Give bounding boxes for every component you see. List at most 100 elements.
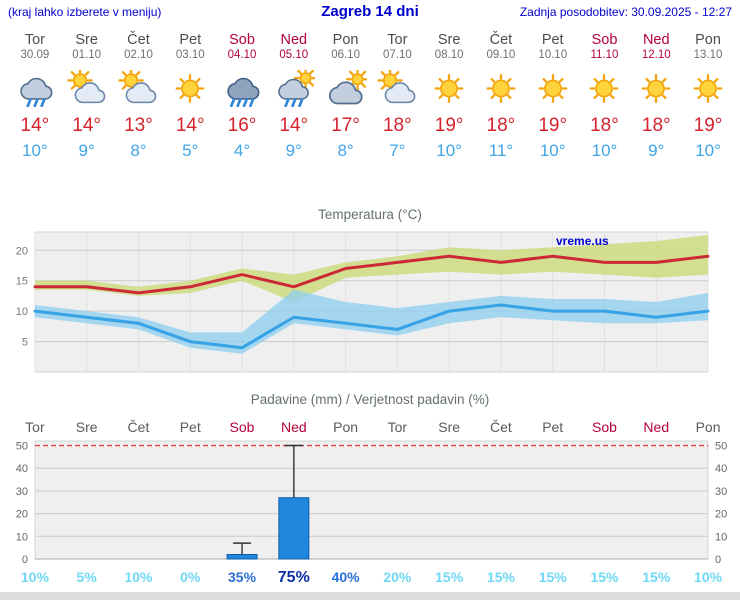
day-name: Pon — [695, 32, 721, 48]
low-temp: 9° — [648, 141, 665, 160]
precip-day-label: Tor — [387, 419, 408, 435]
svg-text:30: 30 — [715, 486, 727, 498]
svg-text:15: 15 — [16, 276, 28, 288]
day-column[interactable]: Sob 04.10 16° 4° — [216, 32, 268, 161]
high-temp: 13° — [124, 115, 153, 136]
low-temp: 9° — [78, 141, 95, 160]
precip-probability: 15% — [642, 569, 671, 585]
precip-day-label: Pet — [179, 419, 201, 435]
svg-text:10: 10 — [16, 306, 28, 318]
precip-day-label: Sob — [592, 419, 617, 435]
low-temp: 5° — [182, 141, 199, 160]
svg-text:40: 40 — [16, 463, 28, 475]
day-column[interactable]: Pon 13.10 19° 10° — [682, 32, 734, 161]
last-updated: Zadnja posodobitev: 30.09.2025 - 12:27 — [519, 5, 732, 19]
precip-day-label: Sob — [229, 419, 255, 435]
day-date: 12.10 — [641, 49, 671, 61]
temperature-chart: 5 10 15 20 vreme.us — [16, 231, 710, 373]
precip-day-label: Sre — [438, 419, 461, 435]
svg-text:30: 30 — [16, 486, 28, 498]
day-date: 06.10 — [331, 49, 360, 61]
low-temp: 10° — [22, 141, 48, 160]
day-name: Čet — [127, 32, 150, 48]
precip-probability: 75% — [277, 569, 310, 586]
day-name: Ned — [280, 32, 308, 48]
precip-probability: 35% — [228, 569, 257, 585]
cloud-rain-icon — [9, 70, 61, 108]
sunny-icon — [527, 70, 579, 108]
high-temp: 19° — [538, 115, 568, 136]
day-column[interactable]: Ned 05.10 14° 9° — [268, 32, 320, 161]
low-temp: 10° — [695, 141, 721, 160]
precip-probability: 10% — [694, 569, 723, 585]
header: (kraj lahko izberete v meniju) Zagreb 14… — [0, 0, 740, 24]
svg-text:0: 0 — [22, 554, 28, 566]
precip-probability: 15% — [590, 569, 619, 585]
svg-text:10: 10 — [715, 531, 727, 543]
high-temp: 16° — [227, 115, 257, 136]
high-temp: 18° — [486, 115, 516, 136]
high-temp: 18° — [382, 115, 412, 136]
svg-text:40: 40 — [715, 463, 727, 475]
low-temp: 10° — [591, 141, 618, 160]
precip-day-label: Ned — [280, 419, 307, 435]
low-temp: 4° — [233, 141, 251, 160]
high-temp: 19° — [434, 115, 464, 136]
precip-day-label: Čet — [127, 419, 150, 435]
precip-probability-row: 10% 5% 10% 0% 35% 75% 40% 20% 15% 15% 15% 15% 15% 10% — [0, 569, 740, 587]
high-temp: 14° — [175, 115, 205, 136]
day-column[interactable]: Čet 09.10 18° 11° — [475, 32, 527, 161]
high-temp: 14° — [279, 115, 309, 136]
day-column[interactable]: Sob 11.10 18° 10° — [579, 32, 631, 161]
location-menu-hint[interactable]: (kraj lahko izberete v meniju) — [8, 5, 162, 19]
sun-cloud-icon — [371, 67, 423, 108]
day-name: Pet — [179, 32, 202, 48]
sunny-icon — [164, 70, 216, 108]
footer-bar — [0, 592, 740, 600]
page-title: Zagreb 14 dni — [321, 3, 419, 20]
low-temp: 9° — [285, 141, 302, 160]
day-column[interactable]: Čet 02.10 13° 8° — [113, 32, 165, 161]
day-date: 04.10 — [227, 49, 257, 61]
svg-text:5: 5 — [22, 337, 28, 349]
sunny-icon — [475, 70, 527, 108]
svg-text:20: 20 — [715, 509, 727, 521]
precip-probability: 10% — [20, 569, 49, 585]
day-column[interactable]: Sre 01.10 14° 9° — [61, 32, 113, 161]
precip-probability: 40% — [331, 569, 360, 585]
day-name: Čet — [489, 32, 513, 48]
watermark-link[interactable]: vreme.us — [556, 234, 609, 248]
day-name: Sre — [437, 32, 461, 48]
day-column[interactable]: Pet 03.10 14° 5° — [164, 32, 216, 161]
high-temp: 19° — [693, 115, 723, 136]
high-temp: 18° — [590, 115, 619, 136]
day-date: 30.09 — [20, 49, 50, 61]
precip-probability: 5% — [76, 569, 97, 585]
sunny-icon — [579, 70, 631, 108]
day-column[interactable]: Tor 30.09 14° 10° — [9, 32, 61, 161]
precip-day-label: Sre — [75, 419, 98, 435]
low-temp: 7° — [389, 141, 406, 160]
precip-chart-title: Padavine (mm) / Verjetnost padavin (%) — [250, 392, 490, 407]
low-temp: 10° — [539, 141, 566, 160]
svg-text:50: 50 — [16, 441, 28, 453]
precip-day-label: Tor — [25, 419, 45, 435]
day-column[interactable]: Pon 06.10 17° 8° — [320, 32, 372, 161]
high-temp: 17° — [331, 115, 360, 136]
day-date: 11.10 — [590, 49, 619, 61]
cloudy-icon — [320, 67, 372, 108]
day-column[interactable]: Tor 07.10 18° 7° — [371, 32, 423, 161]
sunny-icon — [630, 70, 682, 108]
day-name: Sre — [75, 32, 98, 48]
day-name: Sob — [591, 32, 618, 48]
day-date: 09.10 — [486, 49, 516, 61]
day-column[interactable]: Sre 08.10 19° 10° — [423, 32, 475, 161]
day-column[interactable]: Pet 10.10 19° 10° — [527, 32, 579, 161]
day-name: Pet — [541, 32, 564, 48]
precip-probability: 15% — [538, 569, 567, 585]
low-temp: 10° — [436, 141, 462, 160]
precip-probability: 15% — [435, 569, 464, 585]
sun-cloud-icon — [61, 67, 113, 108]
day-column[interactable]: Ned 12.10 18° 9° — [630, 32, 682, 161]
precip-day-label: Pon — [333, 419, 359, 435]
